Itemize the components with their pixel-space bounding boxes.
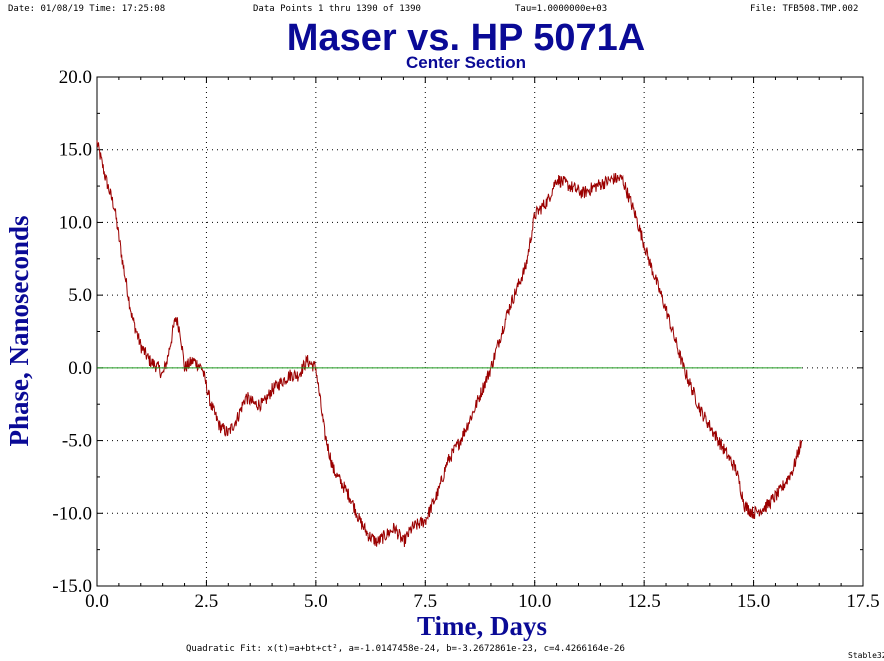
x-tick-label: 12.5: [628, 591, 661, 612]
stable32-brand: Stable32: [848, 651, 884, 660]
y-tick-label: -15.0: [52, 576, 92, 597]
chart-title: Maser vs. HP 5071A: [287, 17, 645, 59]
header-file: File: TFB508.TMP.002: [750, 4, 858, 14]
chart-subtitle: Center Section: [406, 53, 526, 72]
x-tick-label: 7.5: [413, 591, 437, 612]
y-tick-label: 20.0: [59, 67, 92, 88]
series-layer: [96, 140, 803, 548]
x-tick-label: 10.0: [518, 591, 551, 612]
plot-area: [96, 76, 864, 587]
x-tick-label: 17.5: [846, 591, 879, 612]
x-tick-label: 0.0: [85, 591, 109, 612]
y-tick-label: 5.0: [68, 285, 92, 306]
header-date: Date: 01/08/19 Time: 17:25:08: [8, 4, 165, 14]
y-tick-label: -5.0: [62, 431, 92, 452]
quadratic-fit-note: Quadratic Fit: x(t)=a+bt+ct², a=-1.01474…: [186, 644, 625, 654]
y-tick-label: 15.0: [59, 140, 92, 161]
y-tick-label: 10.0: [59, 212, 92, 233]
phase-trace-line: [96, 140, 803, 548]
x-axis-label: Time, Days: [417, 611, 547, 641]
header-points: Data Points 1 thru 1390 of 1390: [253, 4, 421, 14]
x-tick-label: 5.0: [304, 591, 328, 612]
x-tick-labels: 0.0 2.5 5.0 7.5 10.0 12.5 15.0 17.5: [85, 591, 880, 612]
y-tick-label: 0.0: [68, 358, 92, 379]
y-axis-label: Phase, Nanoseconds: [4, 215, 34, 446]
y-tick-labels: 20.0 15.0 10.0 5.0 0.0 -5.0 -10.0 -15.0: [52, 67, 92, 597]
x-tick-label: 15.0: [737, 591, 770, 612]
y-tick-label: -10.0: [52, 503, 92, 524]
x-tick-label: 2.5: [195, 591, 219, 612]
header-tau: Tau=1.0000000e+03: [515, 4, 607, 14]
